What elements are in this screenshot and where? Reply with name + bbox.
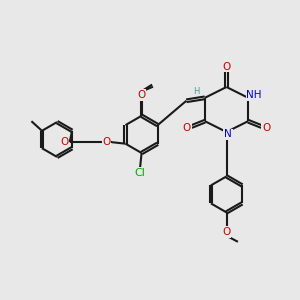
- Text: N: N: [224, 129, 232, 140]
- Text: O: O: [60, 136, 68, 147]
- Text: O: O: [137, 90, 146, 100]
- Text: O: O: [103, 136, 111, 147]
- Text: Cl: Cl: [135, 167, 146, 178]
- Text: O: O: [222, 227, 231, 237]
- Text: O: O: [262, 123, 270, 134]
- Text: O: O: [183, 123, 191, 134]
- Text: O: O: [137, 90, 146, 100]
- Text: H: H: [193, 87, 200, 96]
- Text: NH: NH: [246, 90, 262, 100]
- Text: O: O: [222, 61, 231, 72]
